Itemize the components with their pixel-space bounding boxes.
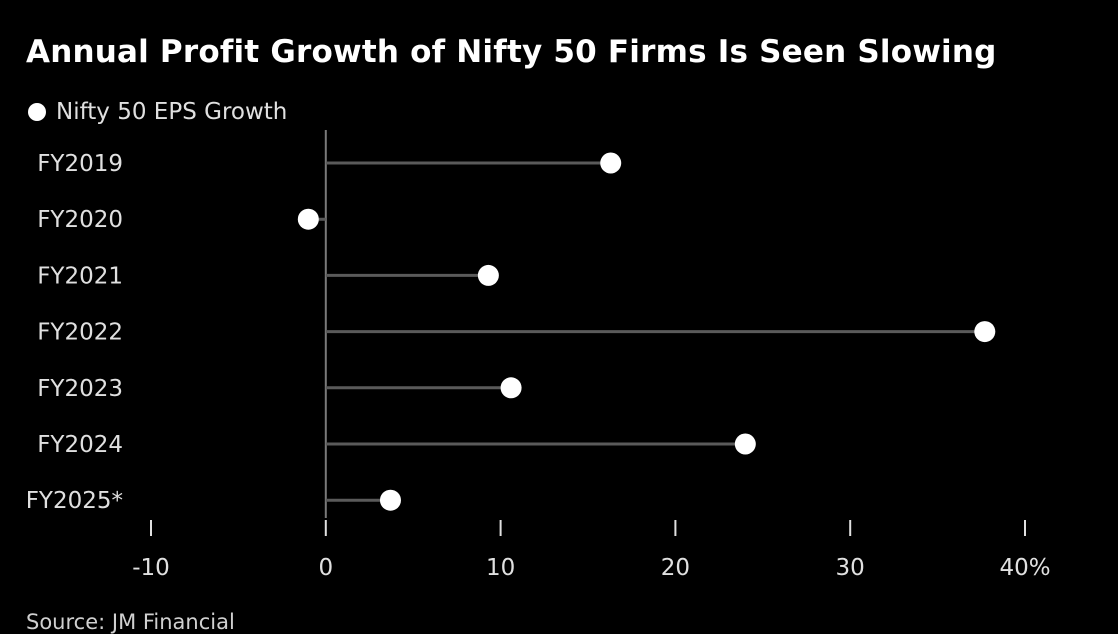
- x-tick-label: 40%: [999, 555, 1050, 581]
- x-tick-label: 20: [661, 555, 690, 581]
- category-label: FY2024: [37, 432, 123, 458]
- category-label: FY2025*: [26, 488, 123, 514]
- category-label: FY2021: [37, 263, 123, 289]
- x-tick-label: -10: [132, 555, 170, 581]
- x-tick-label: 30: [836, 555, 865, 581]
- lollipop-dot: [600, 152, 622, 174]
- source-note: Source: JM Financial: [26, 610, 235, 634]
- lollipop-dot: [477, 264, 499, 286]
- lollipop-dot: [500, 377, 522, 399]
- category-label: FY2023: [37, 376, 123, 402]
- lollipop-dot: [297, 208, 319, 230]
- legend-label: Nifty 50 EPS Growth: [56, 99, 288, 125]
- legend-marker-icon: [28, 103, 46, 121]
- legend: Nifty 50 EPS Growth: [28, 97, 287, 127]
- x-tick-label: 10: [486, 555, 515, 581]
- lollipop-dot: [734, 433, 756, 455]
- category-label: FY2022: [37, 320, 123, 346]
- lollipop-dot: [379, 489, 401, 511]
- category-label: FY2019: [37, 151, 123, 177]
- lollipop-dot: [974, 321, 996, 343]
- chart-title: Annual Profit Growth of Nifty 50 Firms I…: [26, 34, 997, 70]
- x-tick-label: 0: [318, 555, 333, 581]
- category-label: FY2020: [37, 207, 123, 233]
